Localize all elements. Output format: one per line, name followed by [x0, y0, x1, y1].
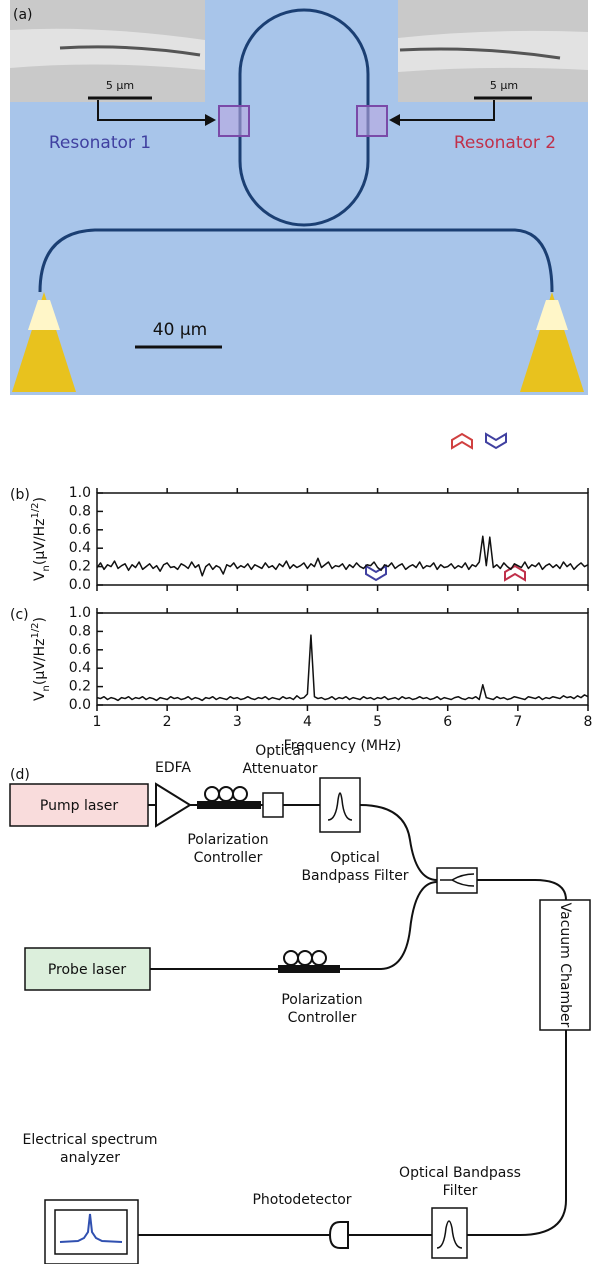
controller-label: Polarization: [281, 992, 362, 1008]
y-axis-label: Vn(μV/Hz1/2): [30, 497, 52, 581]
y-tick-label: 0.8: [69, 503, 91, 519]
x-tick-label: 2: [163, 714, 172, 730]
y-axis-label-part: ): [32, 617, 48, 622]
filter-label: Bandpass Filter: [301, 868, 408, 884]
y-tick-label: 0.6: [69, 522, 91, 538]
y-tick-label: 0.2: [69, 559, 91, 575]
inset-scale: 5 μm: [490, 79, 518, 92]
resonator-label: Resonator 1: [49, 133, 151, 153]
y-axis-label-part: n: [41, 565, 52, 571]
x-axis-label: Frequency (MHz): [284, 738, 402, 754]
filter-label: Optical: [330, 850, 379, 866]
y-tick-label: 1.0: [69, 485, 91, 501]
y-tick-label: 0.8: [69, 623, 91, 639]
mode-icons: [365, 432, 526, 582]
x-tick-label: 8: [584, 714, 592, 730]
y-axis-label: Vn(μV/Hz1/2): [30, 617, 52, 701]
y-tick-label: 0.0: [69, 697, 91, 713]
y-tick-label: 0.4: [69, 540, 91, 556]
y-axis-label-part: (μV/Hz: [32, 519, 48, 566]
edfa-label: EDFA: [155, 760, 191, 776]
analyzer-label: analyzer: [60, 1150, 120, 1166]
y-axis-label-part: 1/2: [30, 502, 41, 518]
x-tick-label: 7: [513, 714, 522, 730]
panel-label: (b): [10, 487, 30, 503]
attenuator-label: Attenuator: [242, 761, 317, 777]
controller-label: Polarization: [187, 832, 268, 848]
plot-frame: [96, 492, 589, 586]
y-tick-label: 1.0: [69, 605, 91, 621]
panel-label: (a): [13, 7, 33, 23]
y-axis-label-part: (μV/Hz: [32, 639, 48, 686]
scale-label: 40 μm: [153, 320, 207, 340]
x-tick-label: 4: [303, 714, 312, 730]
y-axis-label-part: n: [41, 685, 52, 691]
plot-frame: [96, 612, 589, 706]
y-axis-label-part: V: [32, 691, 48, 701]
vacuum-chamber-label: Vacuum Chamber: [557, 903, 573, 1028]
noise-line: [96, 535, 589, 577]
resonator-label: Resonator 2: [454, 133, 556, 153]
noise-line: [96, 634, 589, 702]
x-tick-label: 5: [373, 714, 382, 730]
panel-label: (d): [10, 767, 30, 783]
y-axis-label-part: 1/2: [30, 622, 41, 638]
probe-laser-label: Probe laser: [48, 962, 127, 978]
panel-label: (c): [10, 607, 29, 623]
analyzer-label: Electrical spectrum: [22, 1132, 157, 1148]
filter-label: Optical Bandpass: [399, 1165, 521, 1181]
controller-label: Controller: [194, 850, 263, 866]
micrograph: [10, 0, 588, 395]
y-tick-label: 0.2: [69, 679, 91, 695]
y-axis-label-part: ): [32, 497, 48, 502]
pump-laser-label: Pump laser: [40, 798, 118, 814]
y-tick-label: 0.4: [69, 660, 91, 676]
y-tick-label: 0.6: [69, 642, 91, 658]
setup-diagram: [9, 777, 591, 1264]
x-tick-label: 3: [233, 714, 242, 730]
filter-label: Filter: [443, 1183, 478, 1199]
y-axis-label-part: V: [32, 571, 48, 581]
controller-label: Controller: [288, 1010, 357, 1026]
attenuator-label: Optical: [255, 743, 304, 759]
x-tick-label: 6: [443, 714, 452, 730]
photodetector-label: Photodetector: [252, 1192, 351, 1208]
x-tick-label: 1: [93, 714, 102, 730]
inset-scale: 5 μm: [106, 79, 134, 92]
y-tick-label: 0.0: [69, 577, 91, 593]
